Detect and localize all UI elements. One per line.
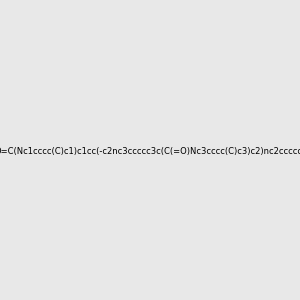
Text: O=C(Nc1cccc(C)c1)c1cc(-c2nc3ccccc3c(C(=O)Nc3cccc(C)c3)c2)nc2ccccc12: O=C(Nc1cccc(C)c1)c1cc(-c2nc3ccccc3c(C(=O… bbox=[0, 147, 300, 156]
